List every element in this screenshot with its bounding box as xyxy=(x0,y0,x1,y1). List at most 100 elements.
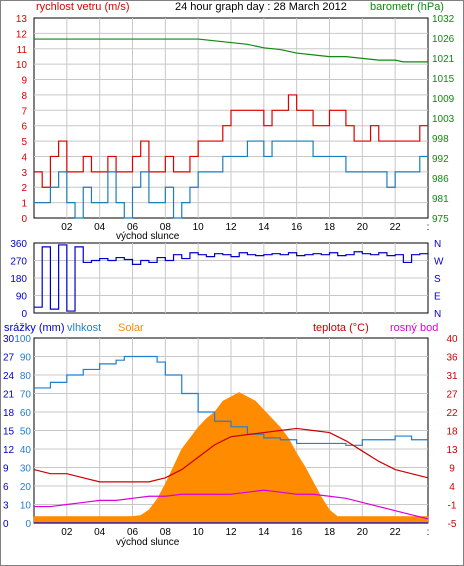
wind-x-tick-label: 22 xyxy=(390,222,402,233)
climate-x-tick-label: 08 xyxy=(160,527,172,538)
rain-axis-tick-label: 6 xyxy=(3,482,9,493)
climate-x-tick-label: 02 xyxy=(61,527,73,538)
temperature-axis-title: teplota (°C) xyxy=(313,322,369,334)
direction-compass-label: N xyxy=(434,239,441,250)
temperature-axis-tick-label: 18 xyxy=(446,427,458,438)
wind-series-line xyxy=(34,94,428,188)
wind-x-tick-label: 16 xyxy=(291,222,303,233)
humidity-axis-tick-label: 80 xyxy=(20,371,32,382)
wind-x-tick-label: 12 xyxy=(225,222,237,233)
sunrise-label-bottom: východ slunce xyxy=(116,537,180,548)
wind-axis-tick-label: 0 xyxy=(21,214,27,225)
wind-x-tick-label: 08 xyxy=(160,222,172,233)
temperature-axis-tick-label: 31 xyxy=(446,371,458,382)
wind-axis-tick-label: 4 xyxy=(21,152,27,163)
humidity-axis-tick-label: 20 xyxy=(20,482,32,493)
climate-x-tick-label: 20 xyxy=(357,527,369,538)
temperature-axis-tick-label: 36 xyxy=(446,353,458,364)
wind-axis-tick-label: 2 xyxy=(21,183,27,194)
direction-compass-label: W xyxy=(434,257,444,268)
graph-title: 24 hour graph day : 28 March 2012 xyxy=(175,1,347,13)
barometer-axis-tick-label: 1021 xyxy=(432,54,455,65)
wind-axis-tick-label: 6 xyxy=(21,122,27,133)
barometer-axis-tick-label: 998 xyxy=(432,134,449,145)
humidity-axis-tick-label: 40 xyxy=(20,445,32,456)
rain-axis-tick-label: 24 xyxy=(3,371,15,382)
wind-x-tick-label: 14 xyxy=(258,222,270,233)
temperature-axis-tick-label: -1 xyxy=(448,501,457,512)
wind-axis-tick-label: 3 xyxy=(21,168,27,179)
rain-axis-tick-label: 21 xyxy=(3,390,15,401)
wind-axis-tick-label: 9 xyxy=(21,76,27,87)
barometer-axis-tick-label: 1015 xyxy=(432,74,455,85)
rain-axis-tick-label: 9 xyxy=(3,464,9,475)
wind-axis-title: rychlost vetru (m/s) xyxy=(36,1,130,13)
climate-x-tick-label: 04 xyxy=(94,527,106,538)
direction-compass-label: N xyxy=(434,309,441,320)
rain-axis-tick-label: 15 xyxy=(3,427,15,438)
wind-x-tick-label: 18 xyxy=(324,222,336,233)
climate-x-tick-label: : xyxy=(427,527,430,538)
wind-axis-tick-label: 7 xyxy=(21,106,27,117)
wind-axis-tick-label: 10 xyxy=(16,60,28,71)
climate-x-tick-label: 22 xyxy=(390,527,402,538)
humidity-axis-tick-label: 50 xyxy=(20,427,32,438)
humidity-axis-tick-label: 60 xyxy=(20,408,32,419)
temperature-axis-tick-label: 27 xyxy=(446,390,458,401)
baro-series-line xyxy=(34,38,428,63)
gust-series-line xyxy=(34,140,428,219)
temp-series-line xyxy=(33,427,429,483)
barometer-axis-tick-label: 992 xyxy=(432,154,449,165)
humidity-axis-tick-label: 90 xyxy=(20,353,32,364)
temperature-axis-tick-label: 40 xyxy=(446,334,458,345)
direction-axis-tick-label: 180 xyxy=(10,274,27,285)
rain-axis-tick-label: 27 xyxy=(3,353,15,364)
barometer-axis-title: barometr (hPa) xyxy=(370,1,444,13)
climate-x-tick-label: 12 xyxy=(225,527,237,538)
wind-x-tick-label: 06 xyxy=(127,222,139,233)
direction-compass-label: E xyxy=(434,292,441,303)
wind-x-tick-label: 10 xyxy=(193,222,205,233)
dew-point-legend-label: rosný bod xyxy=(390,322,438,334)
rain-axis-tick-label: 12 xyxy=(3,445,15,456)
direction-compass-label: S xyxy=(434,274,441,285)
climate-x-tick-label: 18 xyxy=(324,527,336,538)
direction-axis-tick-label: 90 xyxy=(16,292,28,303)
barometer-axis-tick-label: 981 xyxy=(432,194,449,205)
temperature-axis-tick-label: 4 xyxy=(449,482,455,493)
barometer-axis-tick-label: 1009 xyxy=(432,94,455,105)
direction-axis-tick-label: 360 xyxy=(10,239,27,250)
climate-x-tick-label: 06 xyxy=(127,527,139,538)
wind-axis-tick-label: 12 xyxy=(16,29,28,40)
climate-x-tick-label: 16 xyxy=(291,527,303,538)
direction-axis-tick-label: 270 xyxy=(10,257,27,268)
hum-series-line xyxy=(34,355,428,446)
barometer-axis-tick-label: 986 xyxy=(432,174,449,185)
dew-series-line xyxy=(34,489,429,520)
barometer-axis-tick-label: 1032 xyxy=(432,14,455,25)
rain-axis-tick-label: 3 xyxy=(3,501,9,512)
humidity-axis-tick-label: 0 xyxy=(25,519,31,530)
barometer-axis-tick-label: 975 xyxy=(432,214,449,225)
rain-axis-tick-label: 30 xyxy=(3,334,15,345)
wind-x-tick-label: 04 xyxy=(94,222,106,233)
humidity-axis-tick-label: 100 xyxy=(14,334,31,345)
barometer-axis-tick-label: 1026 xyxy=(432,34,455,45)
wind-axis-tick-label: 11 xyxy=(17,45,28,56)
wind-x-tick-label: 20 xyxy=(357,222,369,233)
direction-series-line xyxy=(34,244,429,312)
barometer-axis-tick-label: 1003 xyxy=(432,114,455,125)
direction-axis-tick-label: 0 xyxy=(21,309,27,320)
wind-axis-tick-label: 1 xyxy=(21,199,27,210)
temperature-axis-tick-label: 22 xyxy=(446,408,458,419)
temperature-axis-tick-label: -5 xyxy=(448,519,457,530)
temperature-axis-tick-label: 9 xyxy=(449,464,455,475)
wind-axis-tick-label: 8 xyxy=(21,91,27,102)
rain-axis-title: srážky (mm) xyxy=(4,322,65,334)
wind-x-tick-label: : xyxy=(427,222,430,233)
wind-x-tick-label: 02 xyxy=(61,222,73,233)
solar-legend-label: Solar xyxy=(118,322,144,334)
wind-axis-tick-label: 5 xyxy=(21,137,27,148)
humidity-axis-tick-label: 30 xyxy=(20,464,32,475)
